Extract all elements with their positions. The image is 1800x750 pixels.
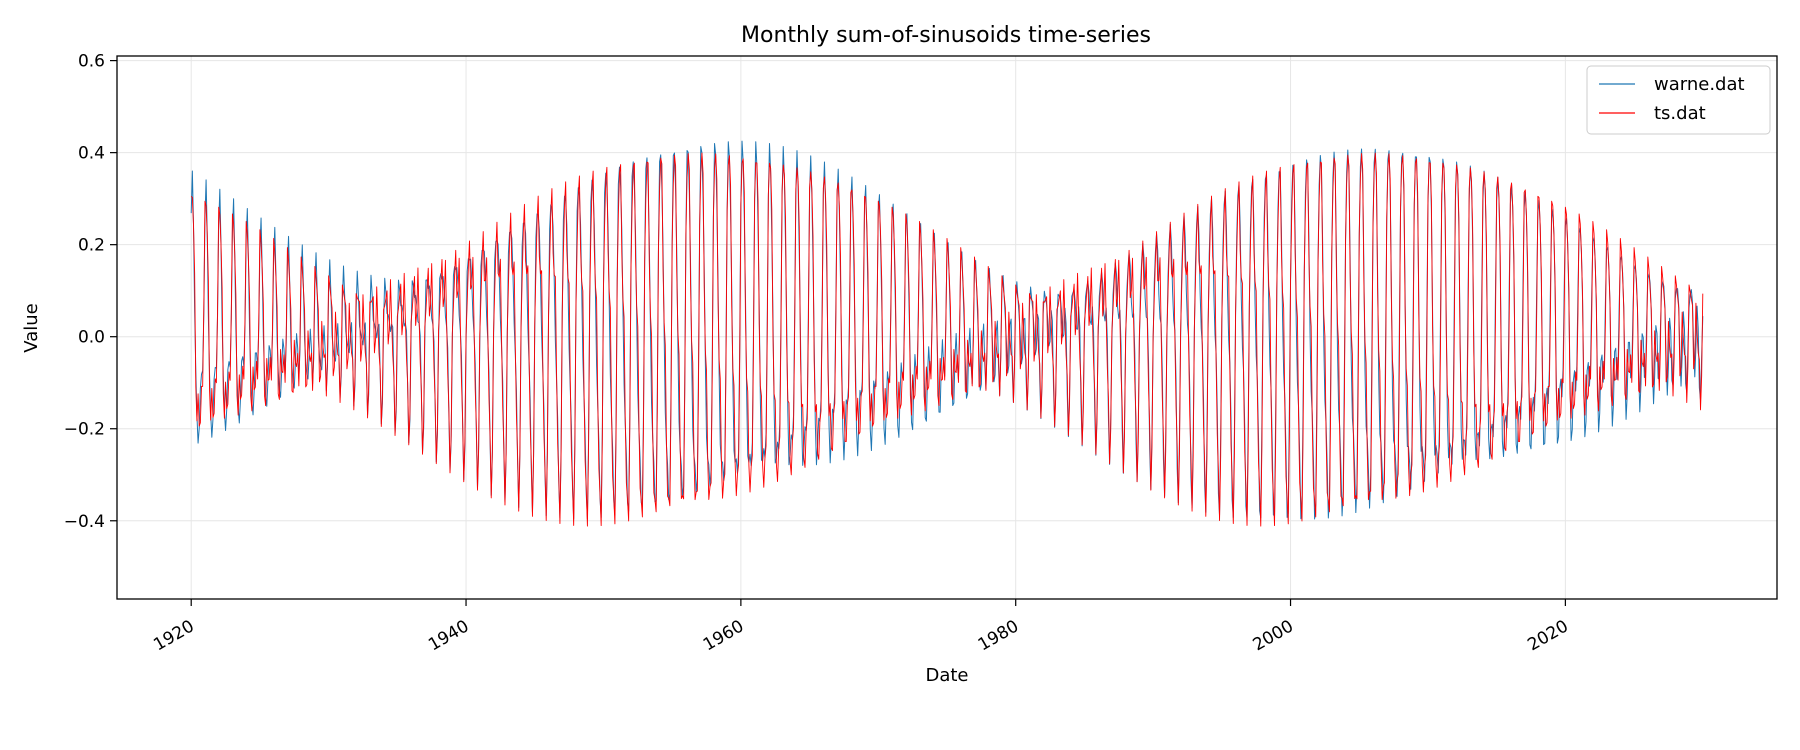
legend-label: warne.dat <box>1654 74 1745 95</box>
y-tick-label: 0.2 <box>78 236 105 256</box>
series-line-2 <box>190 152 1704 527</box>
y-tick-label: 0.4 <box>78 144 105 164</box>
legend: warne.dat ts.dat <box>1586 65 1771 135</box>
x-axis-label: Date <box>925 665 968 686</box>
grid <box>117 56 1777 599</box>
legend-label: ts.dat <box>1654 103 1706 124</box>
y-tick-label: −0.4 <box>64 512 105 532</box>
y-tick-label: 0.6 <box>78 52 105 72</box>
legend-box <box>1586 65 1771 135</box>
plot-frame <box>116 55 1778 600</box>
series-group <box>190 140 1704 527</box>
y-tick-label: −0.2 <box>64 420 105 440</box>
chart-title: Monthly sum-of-sinusoids time-series <box>741 23 1151 48</box>
y-axis: 0.6 0.4 0.2 0.0 −0.2 −0.4 <box>64 52 117 532</box>
y-tick-label: 0.0 <box>78 328 105 348</box>
y-axis-label: Value <box>21 303 42 352</box>
